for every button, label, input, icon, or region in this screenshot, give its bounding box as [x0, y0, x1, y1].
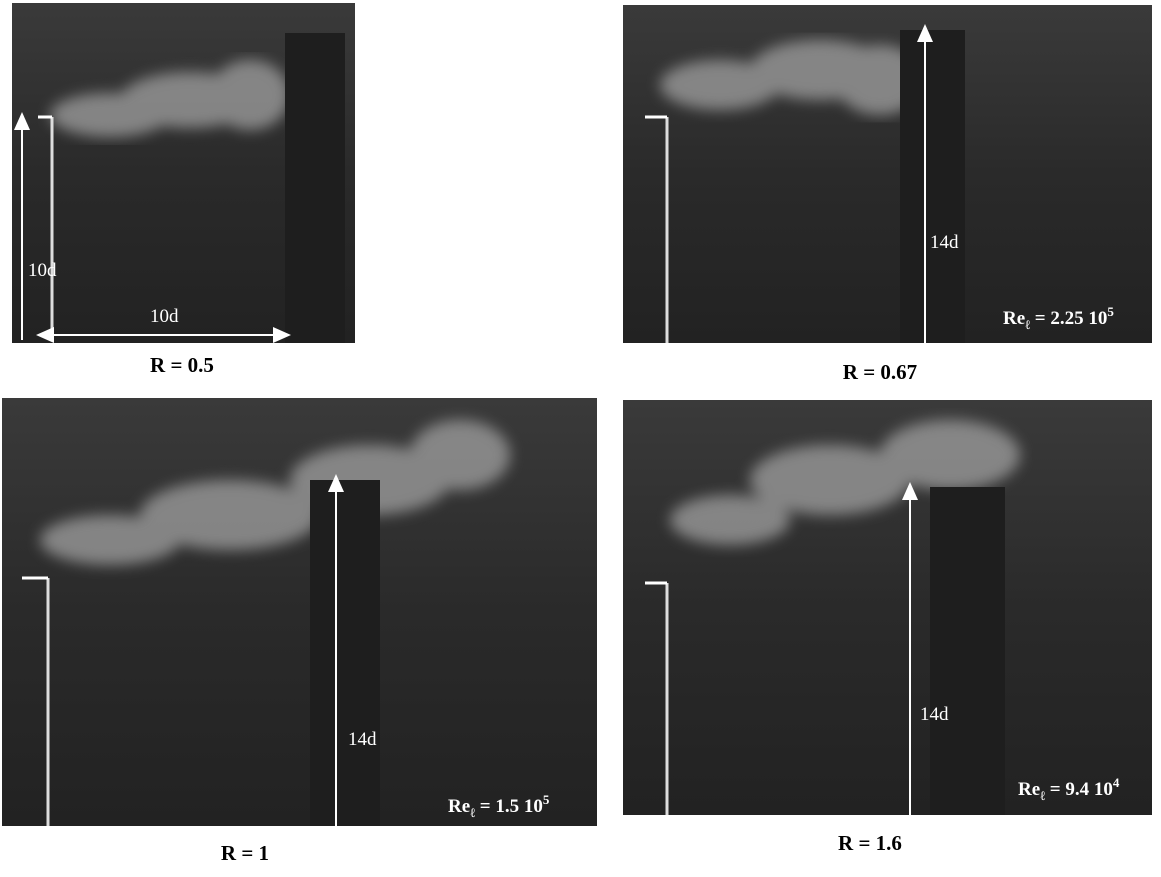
re-base: Re — [452, 311, 474, 332]
re-sub: ℓ — [1024, 317, 1030, 332]
re-base: Re — [1003, 308, 1025, 329]
reynolds-label: Reℓ = 9.4 104 — [1018, 775, 1120, 803]
caption: R = 1 — [221, 841, 269, 865]
re-sub: ℓ — [1039, 788, 1045, 803]
label: 10d — [150, 306, 179, 327]
reynolds-label: Reℓ = 2.25 105 — [1003, 304, 1114, 332]
re-mid: = 1.5 10 — [475, 796, 543, 817]
re-sup: 5 — [543, 792, 550, 807]
label: 10d — [28, 260, 57, 281]
re-sub: ℓ — [469, 805, 475, 820]
re-mid: = 9.4 10 — [1045, 779, 1113, 800]
panel: 14d Reℓ = 1.5 105 R = 1 — [2, 398, 597, 865]
caption: R = 0.67 — [843, 360, 917, 384]
reynolds-label: Reℓ = 3 105 — [452, 307, 540, 335]
re-mid: = 2.25 10 — [1030, 308, 1107, 329]
label: 14d — [348, 729, 377, 750]
reynolds-label: Reℓ = 1.5 105 — [448, 792, 550, 820]
re-mid: = 3 10 — [479, 311, 533, 332]
panel: 14d Reℓ = 9.4 104 R = 1.6 — [623, 400, 1152, 855]
re-sup: 5 — [1107, 304, 1114, 319]
re-base: Re — [448, 796, 470, 817]
label: 14d — [930, 232, 959, 253]
caption: R = 1.6 — [838, 831, 902, 855]
re-sub: ℓ — [473, 320, 479, 335]
panel: 14d Reℓ = 2.25 105 R = 0.67 — [623, 5, 1152, 384]
label: 14d — [920, 704, 949, 725]
re-sup: 5 — [533, 307, 540, 322]
re-base: Re — [1018, 779, 1040, 800]
label: 14d — [395, 236, 424, 257]
caption: R = 0.5 — [150, 353, 214, 377]
panel: 10d 10d 14d Reℓ = 3 105 R = 0.5 — [12, 3, 540, 377]
re-sup: 4 — [1113, 775, 1120, 790]
